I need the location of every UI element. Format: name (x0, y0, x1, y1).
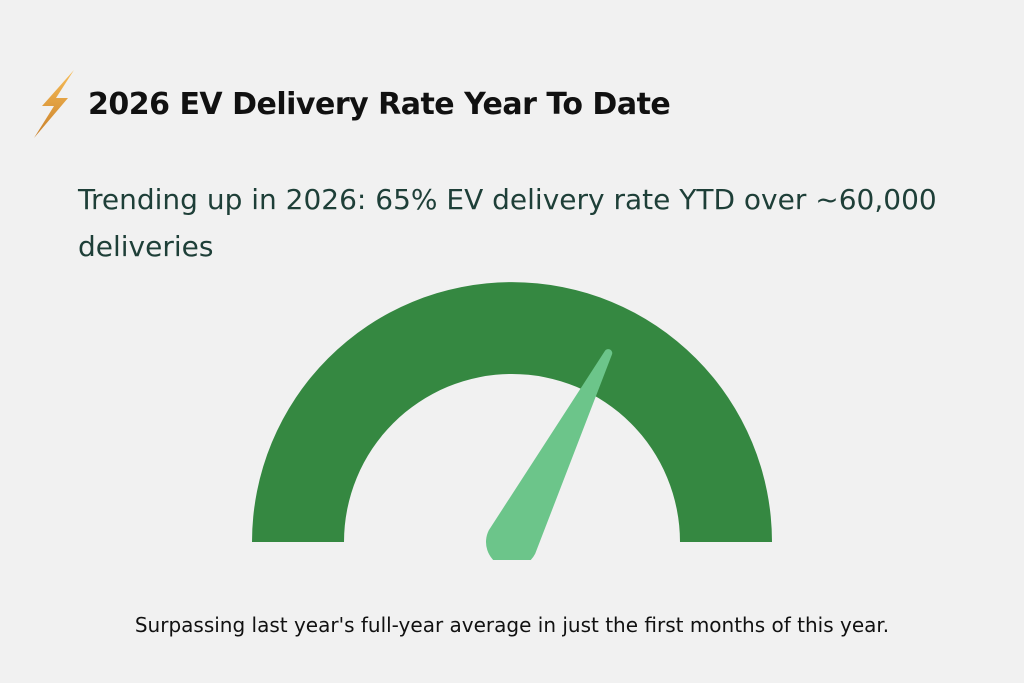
lightning-bolt-icon (34, 70, 74, 138)
gauge-needle (485, 349, 613, 560)
gauge-chart (252, 282, 772, 560)
gauge-arc (252, 282, 772, 542)
page-title: 2026 EV Delivery Rate Year To Date (88, 86, 671, 122)
header: 2026 EV Delivery Rate Year To Date (34, 70, 671, 138)
subtitle: Trending up in 2026: 65% EV delivery rat… (78, 183, 937, 263)
footnote: Surpassing last year's full-year average… (134, 613, 890, 637)
